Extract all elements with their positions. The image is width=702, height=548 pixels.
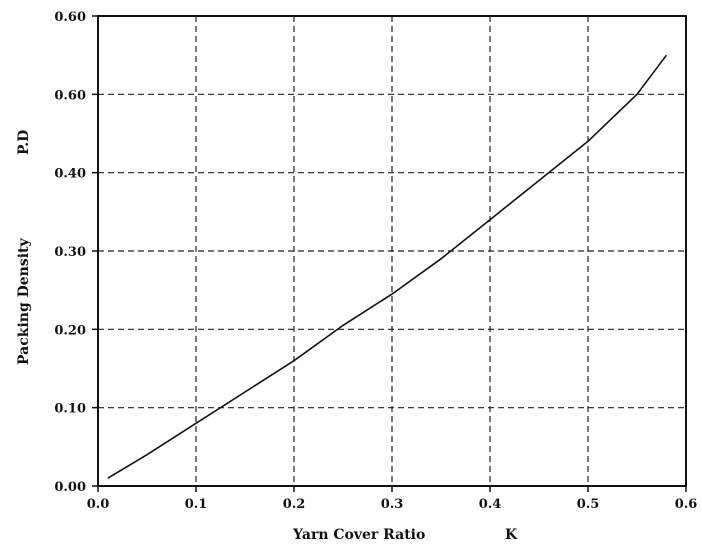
y-tick-label: 0.40	[54, 167, 86, 182]
x-tick-label: 0.0	[87, 497, 110, 512]
y-tick-label: 0.60	[54, 10, 86, 25]
ticks	[92, 15, 687, 492]
y-tick-label: 0.10	[54, 402, 86, 417]
x-tick-label: 0.3	[381, 497, 404, 512]
x-tick-label: 0.6	[675, 497, 698, 512]
x-axis-title: Yarn Cover Ratio	[292, 527, 425, 543]
y-tick-label: 0.20	[54, 323, 86, 338]
x-tick-label: 0.1	[185, 497, 208, 512]
packing-density-curve	[107, 54, 668, 479]
x-tick-label: 0.2	[283, 497, 306, 512]
tick-labels: 0.0 0.1 0.2 0.3 0.4 0.5 0.6 0.00 0.10 0.20 0.30 0.4…	[54, 10, 697, 512]
y-tick-label: 0.30	[54, 245, 86, 260]
y-axis-title: Packing Density	[16, 237, 32, 365]
y-tick-label: 0.00	[54, 480, 86, 495]
y-axis-symbol: P.D	[16, 130, 32, 155]
x-tick-label: 0.4	[479, 497, 502, 512]
x-tick-label: 0.5	[577, 497, 600, 512]
x-axis-symbol: K	[505, 527, 518, 543]
series	[107, 54, 668, 479]
y-tick-label: 0.60	[54, 88, 86, 103]
grid	[98, 16, 686, 486]
